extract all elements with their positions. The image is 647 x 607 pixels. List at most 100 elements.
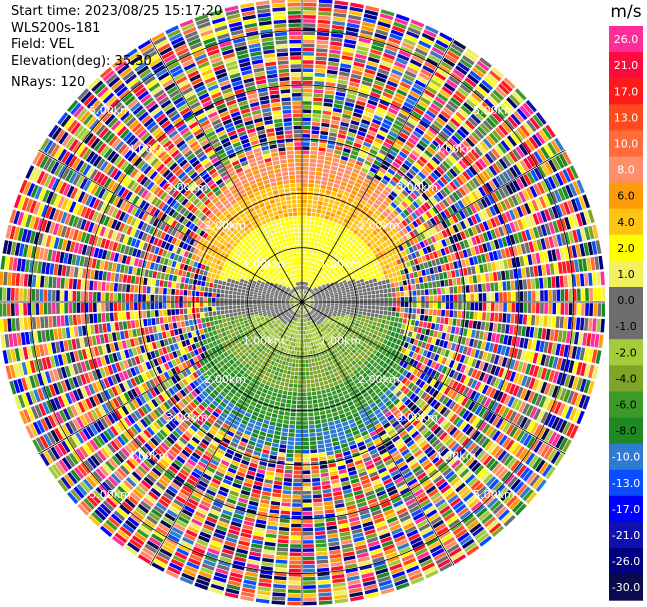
range-gate <box>358 37 371 44</box>
range-gate <box>305 240 309 245</box>
range-gate <box>380 9 395 17</box>
range-gate <box>341 117 351 124</box>
range-gate <box>223 277 228 282</box>
range-gate <box>302 269 304 273</box>
range-gate <box>524 216 532 228</box>
range-gate <box>302 154 310 159</box>
range-gate <box>221 314 226 319</box>
range-gate <box>231 137 240 144</box>
range-gate <box>312 109 322 114</box>
range-gate <box>314 288 318 292</box>
range-gate <box>339 67 351 73</box>
range-gate <box>486 242 492 252</box>
range-gate <box>121 92 134 103</box>
range-gate <box>304 295 307 299</box>
range-gate <box>413 107 424 116</box>
range-gate <box>201 184 209 192</box>
range-gate <box>263 247 269 252</box>
range-gate <box>327 220 333 225</box>
range-gate <box>164 323 170 331</box>
range-gate <box>267 136 276 141</box>
range-gate <box>151 144 162 154</box>
range-gate <box>433 266 439 274</box>
range-gate <box>502 281 507 291</box>
range-gate <box>263 49 275 55</box>
range-gate <box>146 302 150 310</box>
range-gate <box>425 295 429 302</box>
range-gate <box>473 110 484 122</box>
range-gate <box>408 168 417 177</box>
range-gate <box>466 48 480 59</box>
range-gate <box>303 6 317 11</box>
range-gate <box>213 246 219 253</box>
range-gate <box>266 69 277 75</box>
range-gate <box>296 282 299 286</box>
range-gate <box>298 290 301 294</box>
range-gate <box>196 243 202 250</box>
range-gate <box>143 75 156 86</box>
range-gate <box>121 293 126 302</box>
range-gate <box>276 249 280 255</box>
range-gate <box>365 5 380 12</box>
range-gate <box>171 211 179 219</box>
range-gate <box>530 153 540 166</box>
range-gate <box>255 242 261 248</box>
range-gate <box>257 87 268 93</box>
range-gate <box>76 314 82 325</box>
range-gate <box>213 283 218 289</box>
range-gate <box>214 279 219 284</box>
range-gate <box>155 279 160 287</box>
range-gate <box>308 261 311 266</box>
range-gate <box>331 300 335 302</box>
range-gate <box>174 222 181 230</box>
range-gate <box>428 126 438 136</box>
range-gate <box>127 179 136 190</box>
range-gate <box>228 21 242 28</box>
range-gate <box>494 190 503 201</box>
range-gate <box>287 229 291 234</box>
range-gate <box>568 288 573 301</box>
range-gate <box>330 243 335 249</box>
range-gate <box>290 290 293 294</box>
range-gate <box>106 272 112 281</box>
range-gate <box>51 127 62 140</box>
range-gate <box>37 261 43 274</box>
range-gate <box>135 108 147 119</box>
range-gate <box>265 298 269 301</box>
range-gate <box>183 26 197 36</box>
range-gate <box>145 214 153 223</box>
range-gate <box>430 235 437 243</box>
range-gate <box>466 248 472 257</box>
range-gate <box>455 189 464 199</box>
range-gate <box>354 57 366 64</box>
range-gate <box>500 248 507 259</box>
range-gate <box>278 227 283 232</box>
range-gate <box>323 198 330 203</box>
range-gate <box>424 177 433 186</box>
range-gate <box>313 101 323 106</box>
range-gate <box>241 289 246 293</box>
range-gate <box>400 212 407 219</box>
range-gate <box>88 302 93 313</box>
range-gate <box>65 136 76 149</box>
range-gate <box>419 96 431 106</box>
range-gate <box>411 265 417 272</box>
range-gate <box>321 180 328 186</box>
range-gate <box>298 265 301 269</box>
range-gate <box>314 277 318 281</box>
range-gate <box>97 142 107 154</box>
range-gate <box>338 163 346 169</box>
range-gate <box>392 123 402 131</box>
range-gate <box>31 303 36 316</box>
range-gate <box>456 146 466 156</box>
range-gate <box>491 192 499 203</box>
range-gate <box>105 292 109 302</box>
range-gate <box>315 171 322 176</box>
range-gate <box>322 298 327 300</box>
range-gate <box>294 142 302 146</box>
range-gate <box>156 176 164 185</box>
range-gate <box>363 250 368 256</box>
range-gate <box>288 163 295 167</box>
range-gate <box>434 71 447 81</box>
range-gate <box>176 276 182 283</box>
